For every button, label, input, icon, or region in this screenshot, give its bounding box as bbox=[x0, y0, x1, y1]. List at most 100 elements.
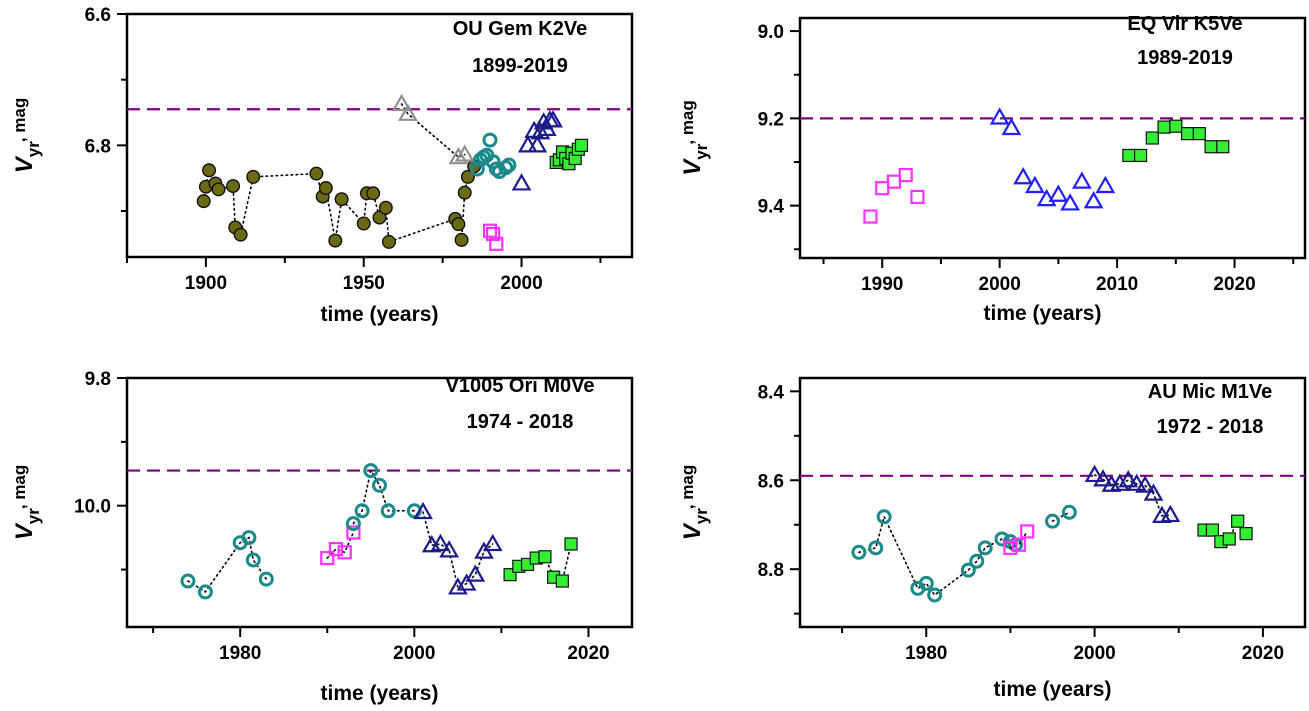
series-1 bbox=[863, 167, 925, 224]
data-point bbox=[456, 573, 477, 591]
data-point bbox=[430, 533, 451, 552]
x-axis-label: time (years) bbox=[994, 678, 1112, 701]
x-axis-label: time (years) bbox=[321, 303, 439, 326]
chart-title: EQ Vir K5Ve bbox=[1127, 13, 1242, 35]
plot-frame bbox=[125, 376, 634, 629]
chart-title: AU Mic M1Ve bbox=[1148, 381, 1272, 403]
data-point bbox=[863, 209, 878, 224]
data-point bbox=[875, 181, 890, 196]
data-point bbox=[1122, 148, 1136, 163]
data-point bbox=[465, 564, 486, 582]
data-point bbox=[1145, 131, 1159, 145]
y-axis-label: Vyr, mag bbox=[678, 100, 711, 176]
data-point bbox=[564, 537, 578, 551]
series-4 bbox=[413, 501, 503, 595]
chart-subtitle: 1974 - 2018 bbox=[467, 411, 574, 433]
data-point bbox=[197, 584, 213, 600]
y-tick-label: 8.8 bbox=[758, 560, 784, 581]
data-point bbox=[1143, 483, 1164, 501]
series-2 bbox=[320, 525, 361, 566]
data-point bbox=[1180, 127, 1195, 141]
data-point bbox=[960, 562, 976, 578]
series-3 bbox=[1122, 119, 1230, 163]
data-point bbox=[381, 234, 396, 249]
data-point bbox=[398, 103, 418, 121]
data-point bbox=[241, 530, 257, 546]
data-point bbox=[258, 571, 274, 587]
data-point bbox=[1109, 473, 1130, 491]
data-point bbox=[211, 182, 226, 197]
data-point bbox=[372, 477, 387, 493]
series-1 bbox=[180, 530, 274, 600]
data-point bbox=[1169, 119, 1183, 133]
data-point bbox=[1084, 464, 1105, 483]
data-point bbox=[1083, 191, 1104, 209]
data-point bbox=[486, 226, 501, 242]
data-point bbox=[246, 169, 261, 184]
chart-panel-2: 1990 2000 2010 2020 9.0 9.2 9.4 EQ Vir K5Ve 1989… bbox=[678, 13, 1307, 325]
data-point bbox=[886, 174, 902, 189]
data-point bbox=[454, 144, 475, 162]
x-tick-label: 2010 bbox=[1096, 274, 1138, 295]
data-point bbox=[233, 227, 248, 242]
y-tick-label: 9.4 bbox=[758, 197, 785, 218]
data-point bbox=[1126, 473, 1147, 491]
x-tick-label: 2000 bbox=[1073, 643, 1115, 664]
chart-panel-3: 1980 2000 2020 9.8 10.0 V1005 Ori M0Ve 1974 - … bbox=[10, 369, 634, 705]
x-axis-label: time (years) bbox=[321, 682, 439, 705]
y-tick-label: 8.4 bbox=[758, 382, 785, 403]
series-3 bbox=[469, 132, 517, 180]
data-point bbox=[337, 545, 352, 560]
data-point bbox=[918, 575, 934, 591]
y-tick-label: 8.6 bbox=[758, 471, 784, 492]
data-point bbox=[927, 587, 943, 603]
data-point bbox=[245, 552, 261, 568]
data-point bbox=[454, 232, 469, 247]
chart-title: V1005 Ori M0Ve bbox=[446, 375, 595, 397]
data-point bbox=[320, 550, 335, 566]
data-point bbox=[372, 210, 387, 225]
series-1 bbox=[851, 509, 1023, 603]
data-point bbox=[538, 550, 552, 564]
chart-subtitle: 1972 - 2018 bbox=[1157, 416, 1264, 438]
data-point bbox=[482, 132, 498, 148]
data-point bbox=[1160, 504, 1181, 523]
y-tick-label: 6.6 bbox=[85, 5, 111, 26]
plot-frame bbox=[798, 376, 1307, 629]
data-point bbox=[1204, 140, 1218, 154]
data-point bbox=[334, 192, 349, 207]
data-point bbox=[378, 200, 393, 215]
x-tick-label: 2000 bbox=[979, 274, 1021, 295]
data-point bbox=[1157, 120, 1171, 134]
data-point bbox=[527, 135, 548, 153]
data-point bbox=[447, 577, 468, 595]
data-point bbox=[482, 533, 503, 552]
y-axis-label: Vyr, mag bbox=[10, 465, 43, 541]
data-point bbox=[517, 135, 538, 153]
series-2 bbox=[1003, 524, 1035, 555]
data-point bbox=[391, 93, 412, 112]
data-point bbox=[555, 574, 569, 588]
data-point bbox=[482, 223, 498, 238]
data-point bbox=[196, 194, 211, 209]
data-point bbox=[574, 138, 589, 152]
x-tick-label: 2000 bbox=[500, 273, 542, 294]
data-point bbox=[180, 573, 196, 589]
data-point bbox=[898, 167, 913, 183]
y-tick-label: 10.0 bbox=[74, 497, 111, 518]
series-1 bbox=[196, 159, 482, 249]
y-axis-label: Vyr, mag bbox=[10, 98, 43, 174]
data-point bbox=[1013, 167, 1034, 185]
data-point bbox=[1133, 148, 1148, 163]
data-point bbox=[501, 157, 517, 173]
series-connector bbox=[352, 468, 416, 525]
plot-frame bbox=[798, 16, 1307, 260]
y-tick-label: 9.8 bbox=[85, 369, 111, 390]
data-point bbox=[1205, 523, 1220, 537]
y-tick-label: 6.8 bbox=[85, 136, 111, 157]
series-4 bbox=[1084, 464, 1181, 523]
data-point bbox=[413, 501, 433, 520]
data-point bbox=[1216, 140, 1230, 154]
y-axis-label: Vyr, mag bbox=[678, 465, 711, 541]
